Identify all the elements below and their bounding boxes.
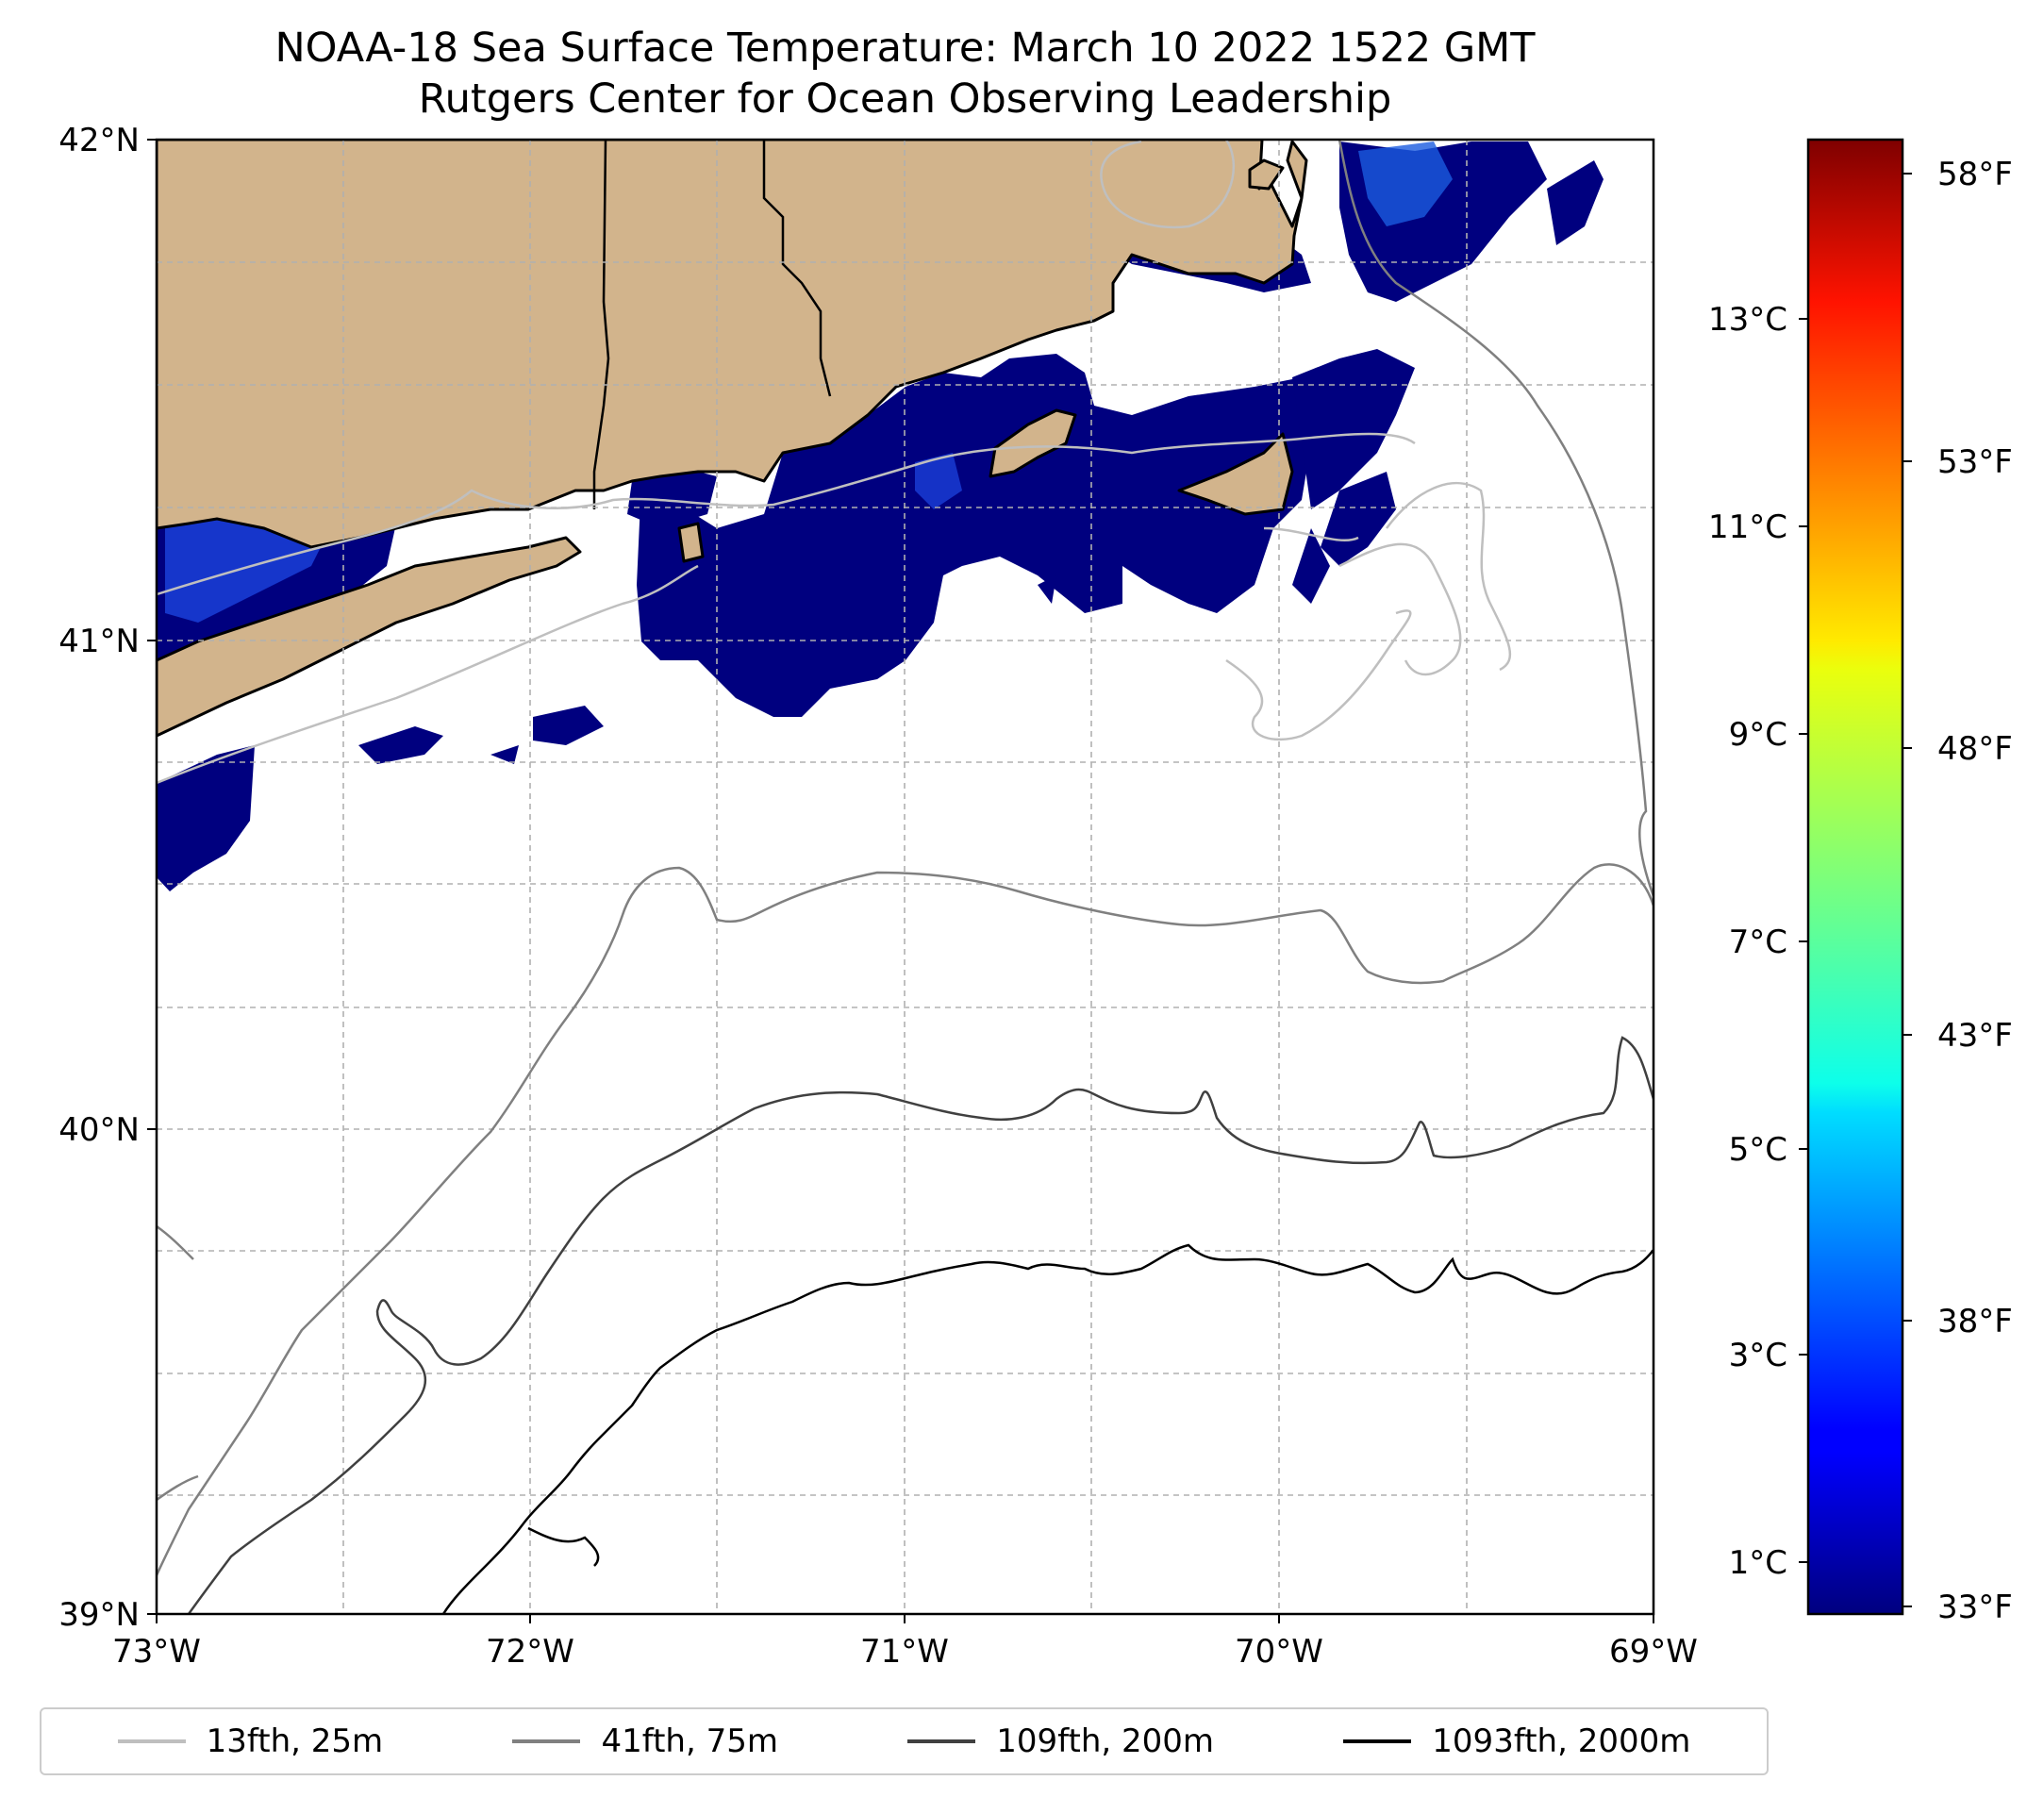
colorbar-celsius-ticks: [1799, 318, 1808, 1563]
colorbar-label-33f: 33°F: [1937, 1589, 2013, 1626]
lon-label-72w: 72°W: [486, 1633, 574, 1671]
colorbar-label-53f: 53°F: [1937, 443, 2013, 481]
lon-label-71w: 71°W: [860, 1633, 949, 1671]
colorbar-label-58f: 58°F: [1937, 156, 2013, 193]
lon-label-70w: 70°W: [1235, 1633, 1323, 1671]
lat-label-39n: 39°N: [58, 1596, 140, 1634]
legend-label-2000m: 1093fth, 2000m: [1432, 1722, 1691, 1760]
legend-item-2000m: 1093fth, 2000m: [1343, 1722, 1690, 1760]
lon-label-69w: 69°W: [1609, 1633, 1698, 1671]
colorbar-label-9c: 9°C: [1729, 716, 1787, 754]
colorbar-label-38f: 38°F: [1937, 1303, 2013, 1340]
legend-label-200m: 109fth, 200m: [996, 1722, 1215, 1760]
lat-label-42n: 42°N: [58, 122, 140, 159]
depth-contour-legend: 13fth, 25m 41fth, 75m 109fth, 200m 1093f…: [40, 1707, 1769, 1775]
colorbar-label-3c: 3°C: [1729, 1337, 1787, 1374]
legend-line-25m: [117, 1739, 186, 1743]
legend-label-75m: 41fth, 75m: [601, 1722, 778, 1760]
legend-item-25m: 13fth, 25m: [117, 1722, 384, 1760]
colorbar-label-5c: 5°C: [1729, 1131, 1787, 1169]
legend-label-25m: 13fth, 25m: [206, 1722, 384, 1760]
colorbar-label-7c: 7°C: [1729, 923, 1787, 961]
map-title: NOAA-18 Sea Surface Temperature: March 1…: [274, 25, 1536, 72]
lat-label-41n: 41°N: [58, 623, 140, 660]
map-subtitle: Rutgers Center for Ocean Observing Leade…: [418, 75, 1392, 123]
legend-line-2000m: [1343, 1739, 1412, 1743]
contour-2000m: [441, 1243, 1653, 1614]
contour-75m: [157, 140, 1653, 1576]
lat-label-40n: 40°N: [58, 1111, 140, 1149]
state-borders: [592, 140, 832, 509]
colorbar-fahrenheit-ticks: [1903, 173, 1912, 1607]
colorbar-label-11c: 11°C: [1708, 508, 1787, 546]
land-layer: [157, 140, 1308, 738]
legend-line-200m: [907, 1739, 976, 1743]
contour-25m: [157, 140, 1512, 785]
lon-label-73w: 73°W: [112, 1633, 201, 1671]
legend-item-75m: 41fth, 75m: [512, 1722, 778, 1760]
legend-line-75m: [512, 1739, 581, 1743]
colorbar-label-1c: 1°C: [1729, 1544, 1787, 1582]
lat-lon-grid: [157, 140, 1653, 1614]
colorbar: [1806, 138, 1904, 1616]
legend-item-200m: 109fth, 200m: [907, 1722, 1214, 1760]
colorbar-label-48f: 48°F: [1937, 730, 2013, 768]
axis-ticks: [147, 139, 1654, 1623]
contour-200m: [187, 1036, 1653, 1614]
colorbar-label-43f: 43°F: [1937, 1017, 2013, 1055]
colorbar-label-13c: 13°C: [1708, 301, 1787, 339]
